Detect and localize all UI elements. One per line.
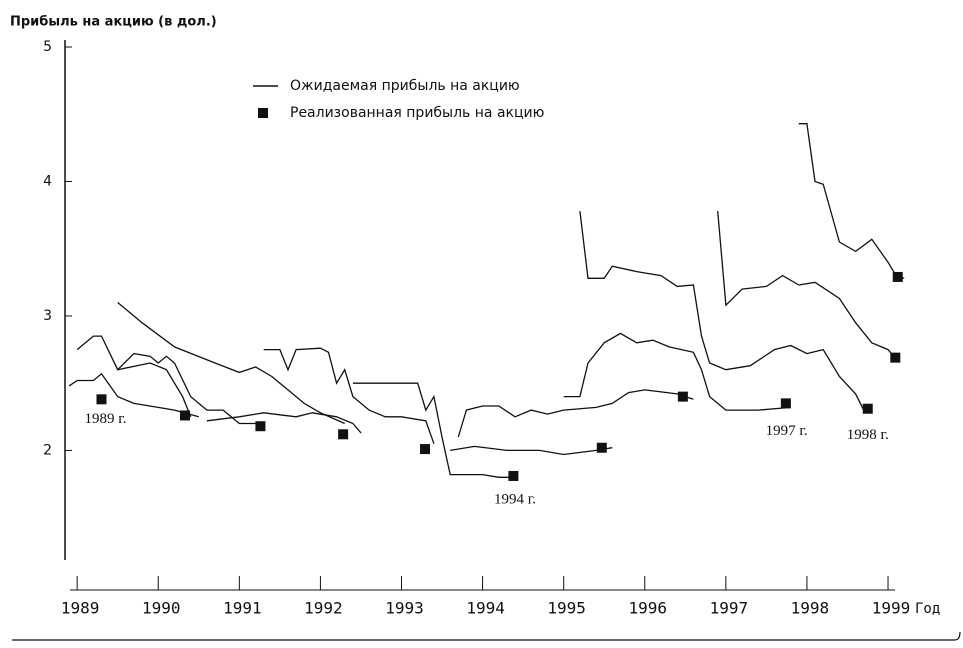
forecast-line xyxy=(352,382,515,478)
y-tick-label: 5 xyxy=(43,39,52,55)
forecast-line xyxy=(579,211,865,411)
legend-label: Ожидаемая прибыль на акцию xyxy=(290,78,520,94)
forecast-line xyxy=(263,347,435,444)
forecast-line xyxy=(717,211,897,360)
realized-marker xyxy=(596,442,607,453)
forecast-line xyxy=(117,302,345,425)
forecast-line xyxy=(798,123,905,279)
annotation: 1994 г. xyxy=(494,492,536,508)
realized-marker xyxy=(508,470,519,481)
forecast-line xyxy=(457,389,694,438)
x-tick-label: 1994 xyxy=(466,599,505,618)
annotation: 1989 г. xyxy=(85,411,127,427)
x-tick-label: 1996 xyxy=(628,599,667,618)
legend-label: Реализованная прибыль на акцию xyxy=(290,105,545,121)
x-tick-label: 1991 xyxy=(223,599,262,618)
x-tick-label: 1992 xyxy=(304,599,343,618)
forecast-line xyxy=(68,372,199,418)
legend-marker xyxy=(258,108,268,118)
x-tick-label: 1989 xyxy=(61,599,100,618)
forecast-line xyxy=(563,332,791,411)
x-tick-label: 1993 xyxy=(385,599,424,618)
forecast-line xyxy=(117,352,264,427)
realized-marker xyxy=(96,394,107,405)
realized-marker xyxy=(338,429,349,440)
x-tick-label: 1998 xyxy=(791,599,830,618)
realized-marker xyxy=(180,410,191,421)
x-tick-label: 1990 xyxy=(142,599,181,618)
y-tick-label: 4 xyxy=(43,173,52,189)
forecast-line xyxy=(206,412,362,434)
realized-marker xyxy=(862,403,873,414)
frame-bottom xyxy=(12,631,961,641)
y-tick-label: 2 xyxy=(43,442,52,458)
realized-marker xyxy=(677,391,688,402)
annotation: 1997 г. xyxy=(766,423,808,439)
realized-marker xyxy=(255,421,266,432)
x-axis-label: Год xyxy=(915,601,940,617)
forecast-line xyxy=(450,445,613,456)
chart-title: Прибыль на акцию (в дол.) xyxy=(10,15,217,30)
forecast-line xyxy=(76,335,192,418)
y-tick-label: 3 xyxy=(43,308,52,324)
x-tick-label: 1995 xyxy=(547,599,586,618)
realized-marker xyxy=(892,271,903,282)
annotation: 1998 г. xyxy=(847,427,889,443)
realized-marker xyxy=(890,352,901,363)
realized-marker xyxy=(780,398,791,409)
x-tick-label: 1999 xyxy=(872,599,911,618)
realized-marker xyxy=(420,444,431,455)
x-tick-label: 1997 xyxy=(710,599,749,618)
